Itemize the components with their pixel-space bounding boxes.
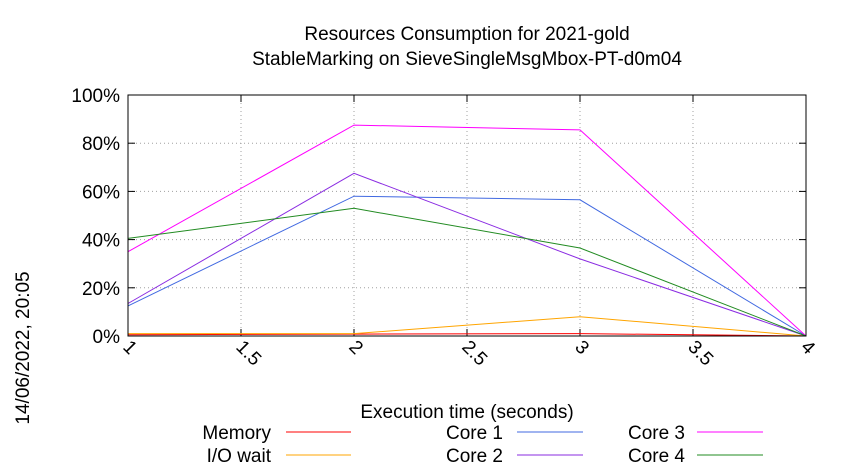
- legend-item: Core 3: [628, 423, 763, 444]
- y-tick-label: 80%: [82, 134, 120, 155]
- legend-item: Core 2: [446, 446, 583, 467]
- legend-label: Memory: [202, 423, 271, 444]
- x-tick-label: 2: [344, 337, 366, 359]
- legend-label: Core 2: [446, 446, 503, 467]
- legend-label: I/O wait: [207, 446, 272, 467]
- legend-label: Core 4: [628, 446, 685, 467]
- series-line-core-1: [127, 195, 807, 337]
- timestamp-label: 14/06/2022, 20:05: [13, 271, 34, 424]
- legend-item: Core 1: [446, 423, 583, 444]
- x-axis-label: Execution time (seconds): [360, 402, 573, 423]
- x-tick-label: 3.5: [683, 337, 717, 371]
- grid-lines: [128, 95, 806, 336]
- chart-title-line-2: StableMarking on SieveSingleMsgMbox-PT-d…: [252, 49, 682, 70]
- legend-item: Memory: [202, 423, 351, 444]
- series-line-i-o-wait: [128, 316, 807, 337]
- y-tick-label: 40%: [82, 231, 120, 252]
- legend-label: Core 1: [446, 423, 503, 444]
- plot-frame: [127, 94, 807, 337]
- y-tick-label: 20%: [82, 279, 120, 300]
- series-line-memory: [127, 333, 807, 337]
- legend-label: Core 3: [628, 423, 685, 444]
- plot-lines: [127, 124, 807, 337]
- x-axis-ticks: 1 1.5 2 2.5 3 3.5 4: [118, 95, 819, 370]
- chart-title-line-1: Resources Consumption for 2021-gold: [304, 24, 629, 45]
- y-axis-ticks: 0% 20% 40% 60% 80% 100%: [71, 86, 806, 348]
- series-line-core-4: [127, 207, 807, 337]
- x-tick-label: 2.5: [457, 337, 491, 371]
- x-tick-label: 1: [118, 337, 140, 359]
- series-line-core-3: [127, 124, 807, 337]
- x-tick-label: 1.5: [231, 337, 265, 371]
- legend-item: Core 4: [628, 446, 763, 467]
- y-tick-label: 100%: [71, 86, 120, 107]
- series-line-core-2: [127, 172, 807, 337]
- legend-item: I/O wait: [207, 446, 351, 467]
- y-tick-label: 60%: [82, 182, 120, 203]
- y-tick-label: 0%: [93, 327, 121, 348]
- x-tick-label: 4: [796, 337, 819, 360]
- x-tick-label: 3: [570, 337, 592, 359]
